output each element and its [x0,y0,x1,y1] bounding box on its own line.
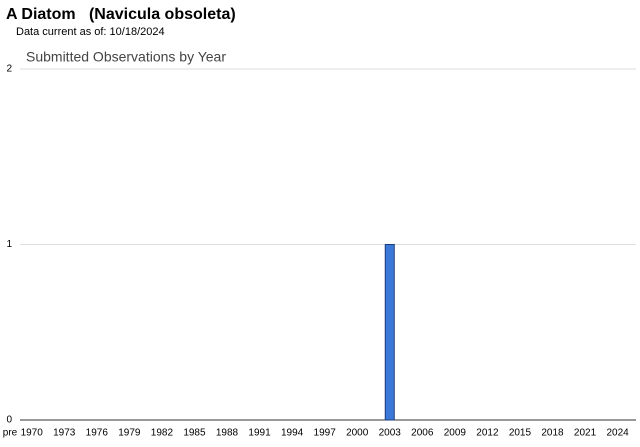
x-tick-label: 2003 [379,428,402,439]
x-tick-label: 2012 [476,428,499,439]
x-tick-label: 2018 [541,428,564,439]
x-tick-label: 2024 [606,428,629,439]
x-tick-label: 1979 [118,428,141,439]
x-tick-label: 1970 [21,428,44,439]
y-tick-label: 0 [6,415,12,426]
x-tick-label: 1973 [53,428,76,439]
chart-title: Submitted Observations by Year [26,49,226,65]
x-tick-label: 2015 [509,428,532,439]
x-tick-label: 1994 [281,428,304,439]
x-tick-label: 1988 [216,428,239,439]
x-tick-label: 1976 [86,428,109,439]
page-title: A Diatom (Navicula obsoleta) [6,6,236,23]
x-tick-label: 1982 [151,428,174,439]
y-tick-label: 2 [6,64,12,75]
x-tick-label: 2021 [574,428,597,439]
x-tick-label: 2000 [346,428,369,439]
page-subtitle: Data current as of: 10/18/2024 [16,26,165,38]
x-tick-label: 1997 [314,428,337,439]
x-tick-label: pre [3,428,18,439]
bar [384,244,395,421]
x-tick-label: 2009 [444,428,467,439]
x-tick-label: 1991 [248,428,271,439]
x-tick-label: 2006 [411,428,434,439]
x-tick-label: 1985 [183,428,206,439]
y-tick-label: 1 [6,239,12,250]
